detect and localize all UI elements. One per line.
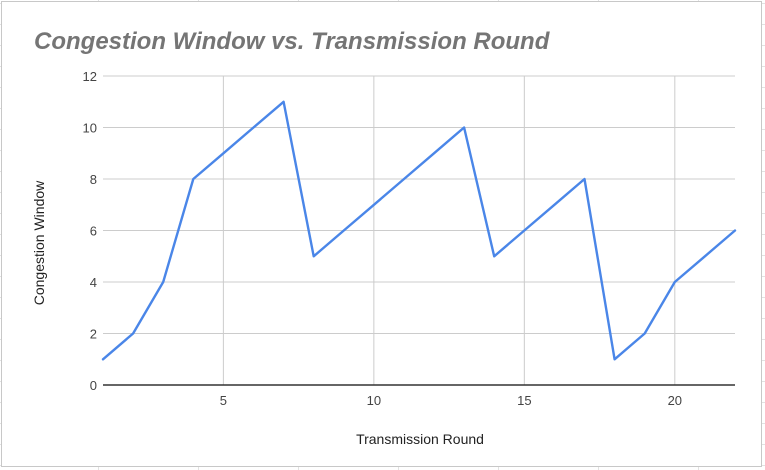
tick-labels: 0 2 4 6 8 10 12 5 10 15 20	[83, 69, 683, 408]
y-tick-label: 12	[83, 69, 97, 84]
y-tick-label: 8	[90, 172, 97, 187]
y-tick-label: 6	[90, 224, 97, 239]
y-axis-title: Congestion Window	[31, 180, 47, 305]
series-layer	[101, 100, 737, 361]
x-tick-label: 20	[668, 393, 682, 408]
y-tick-label: 0	[90, 378, 97, 393]
series-line[interactable]	[101, 100, 737, 361]
chart-title: Congestion Window vs. Transmission Round	[34, 28, 551, 55]
x-axis-title: Transmission Round	[356, 431, 484, 447]
x-tick-label: 5	[220, 393, 227, 408]
x-tick-label: 10	[367, 393, 381, 408]
y-tick-label: 10	[83, 121, 97, 136]
y-tick-label: 4	[90, 275, 97, 290]
x-tick-label: 15	[517, 393, 531, 408]
y-tick-label: 2	[90, 327, 97, 342]
gridlines	[103, 75, 735, 385]
